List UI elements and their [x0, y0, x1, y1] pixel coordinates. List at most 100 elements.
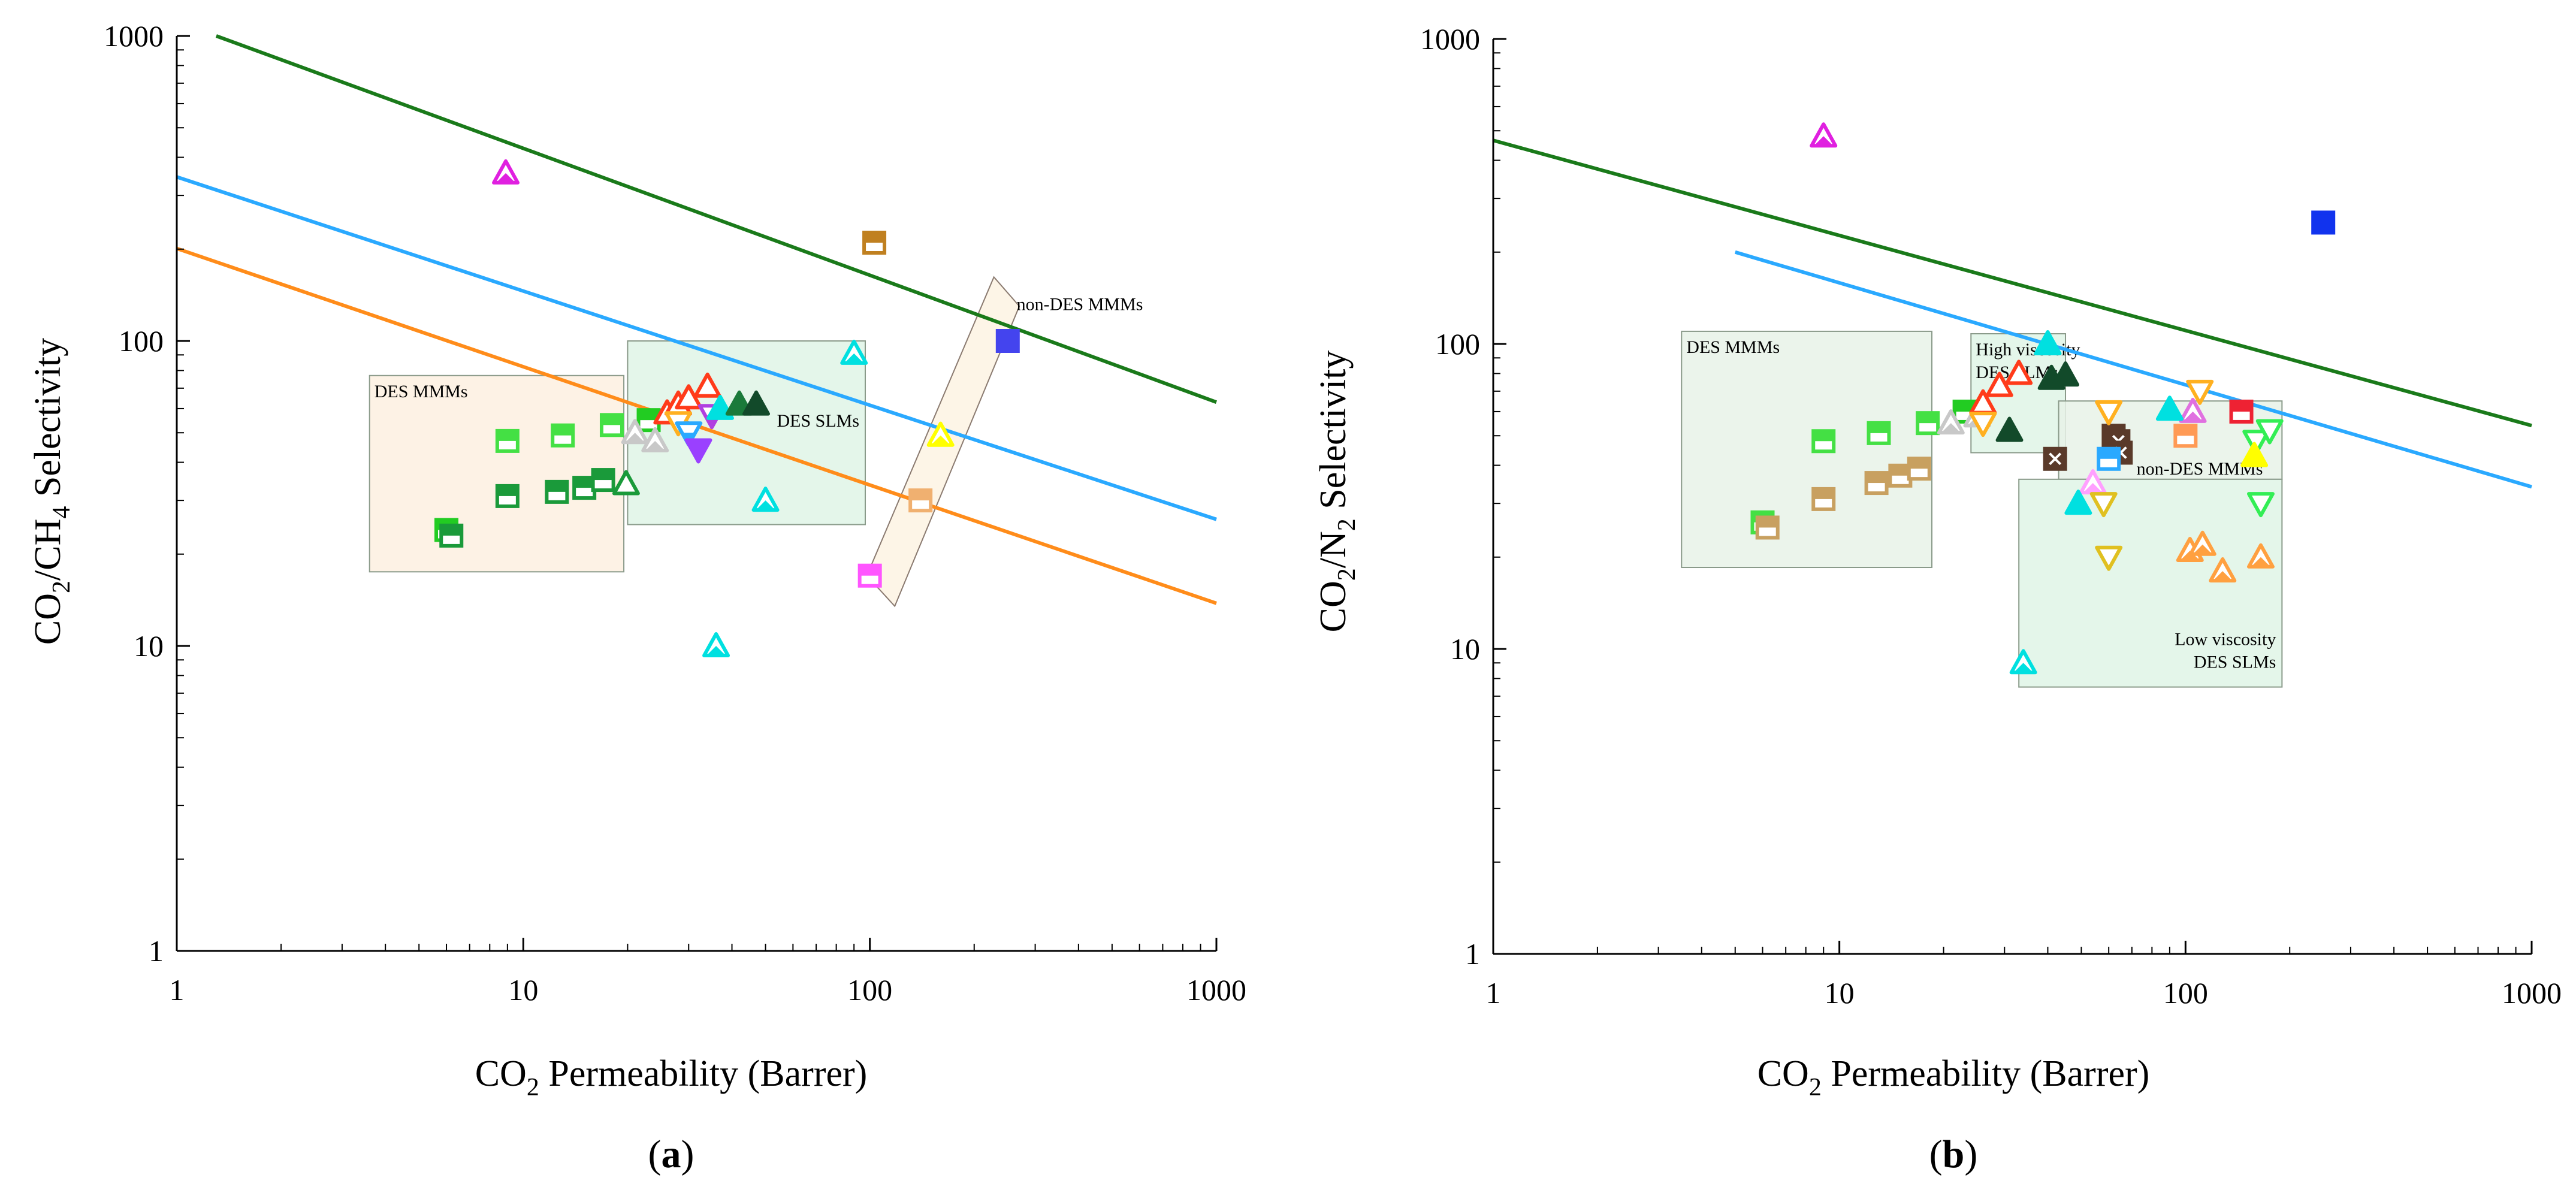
region-label: DES MMMs: [375, 382, 468, 401]
data-point-9: [1888, 463, 1913, 488]
y-tick-label: 100: [1435, 327, 1480, 361]
panel-a-regions: DES MMMs DES SLMs non-DES MMMs: [369, 276, 1143, 608]
y-tick-label: 1: [149, 934, 164, 968]
region-label: DES MMMs: [1686, 337, 1780, 357]
data-point-32: [926, 421, 955, 447]
panel-b-data-points: [1750, 122, 2336, 675]
data-point-28: [2179, 397, 2207, 423]
data-point-23: [2043, 446, 2067, 471]
data-point-30: [2095, 400, 2123, 425]
region-des-mmms: DES MMMs: [1681, 330, 1933, 569]
panel-b-y-axis-label: CO2/N2 Selectivity: [1313, 351, 1361, 633]
data-point-22: [2034, 330, 2062, 355]
panel-b-caption: (b): [1929, 1132, 1978, 1176]
x-tick-label: 10: [508, 973, 538, 1007]
data-point-32: [2155, 395, 2184, 421]
upper-bound-line-1: [215, 34, 1218, 404]
data-point-25: [742, 390, 771, 416]
data-point-12: [636, 408, 661, 433]
data-point-27: [2173, 424, 2198, 448]
data-point-3: [439, 523, 464, 548]
data-point-11: [1916, 411, 1940, 436]
data-point-5: [495, 484, 520, 508]
data-point-26: [702, 632, 730, 657]
panel-a-data-points: [434, 159, 1020, 657]
data-point-28: [840, 339, 868, 365]
data-point-14: [641, 427, 669, 452]
y-tick-label: 10: [134, 629, 164, 663]
region-label: non-DES MMMs: [1017, 294, 1143, 314]
data-point-34: [2229, 399, 2254, 424]
data-point-16: [1985, 372, 2013, 397]
data-point-29: [862, 230, 887, 255]
data-point-8: [1864, 471, 1889, 496]
x-tick-label: 1: [1486, 976, 1501, 1010]
panel-a-axes: 1 10 100 1000 1 10 100 1000: [104, 19, 1246, 1007]
region-label: non-DES MMMs: [2137, 459, 2263, 479]
data-point-12: [1952, 399, 1977, 424]
data-point-45: [2209, 557, 2237, 583]
data-point-17: [2005, 360, 2033, 385]
data-point-7: [1867, 421, 1891, 445]
data-point-36: [2255, 419, 2284, 445]
data-point-33: [2186, 379, 2214, 405]
panel-a-caption: (a): [648, 1132, 694, 1176]
y-tick-label: 1000: [1420, 22, 1480, 56]
region-label: Low viscosity DES SLMs: [2175, 630, 2276, 672]
data-point-19: [1995, 416, 2024, 442]
data-point-9: [591, 468, 615, 493]
data-point-35: [2242, 430, 2270, 455]
data-point-38: [2240, 442, 2269, 467]
data-point-1: [1810, 122, 1838, 148]
upper-bound-line-2: [176, 175, 1217, 521]
y-tick-label: 1: [1465, 937, 1480, 971]
data-point-10: [1907, 457, 1931, 481]
data-point-10: [599, 413, 624, 437]
data-point-33: [995, 329, 1020, 353]
data-point-11: [612, 470, 640, 496]
upper-bound-line-2: [1734, 250, 2532, 489]
y-tick-label: 100: [119, 324, 164, 358]
data-point-44: [2188, 530, 2216, 556]
data-point-6: [551, 423, 575, 448]
data-point-37: [2246, 492, 2275, 518]
data-point-13: [1937, 409, 1965, 435]
data-point-31: [2097, 446, 2121, 471]
panel-b-upper-bound-lines: [1493, 138, 2532, 489]
data-point-18: [1969, 412, 1997, 437]
panel-a-y-axis-label: CO2/CH4 Selectivity: [28, 338, 76, 645]
data-point-2: [2311, 210, 2336, 235]
x-tick-label: 1000: [2502, 976, 2562, 1010]
data-point-1: [492, 159, 520, 185]
region-label: DES SLMs: [777, 411, 859, 431]
data-point-21: [2052, 361, 2080, 387]
data-point-5: [1811, 429, 1836, 454]
data-point-4: [495, 428, 520, 453]
data-point-4: [1755, 515, 1780, 540]
region-low-viscosity-des-slms: Low viscosity DES SLMs: [2018, 478, 2283, 688]
panel-b-x-axis-label: CO2 Permeability (Barrer): [1757, 1053, 2150, 1101]
data-point-31: [857, 563, 882, 588]
data-point-20: [675, 421, 703, 447]
panel-b-axes: 1 10 100 1000 1 10 100 1000: [1420, 22, 2562, 1010]
data-point-7: [545, 479, 569, 504]
data-point-39: [2089, 492, 2118, 518]
region-des-mmms: DES MMMs: [369, 374, 625, 573]
x-tick-label: 100: [2163, 976, 2208, 1010]
x-tick-label: 100: [847, 973, 892, 1007]
x-tick-label: 1: [170, 973, 185, 1007]
y-tick-label: 10: [1450, 632, 1480, 666]
y-tick-label: 1000: [104, 19, 164, 53]
data-point-42: [2009, 649, 2037, 675]
data-point-18: [693, 372, 721, 398]
data-point-40: [2095, 545, 2123, 571]
data-point-30: [908, 488, 933, 513]
x-tick-label: 1000: [1186, 973, 1246, 1007]
data-point-21: [684, 438, 712, 464]
data-point-46: [2246, 543, 2275, 569]
x-tick-label: 10: [1825, 976, 1855, 1010]
